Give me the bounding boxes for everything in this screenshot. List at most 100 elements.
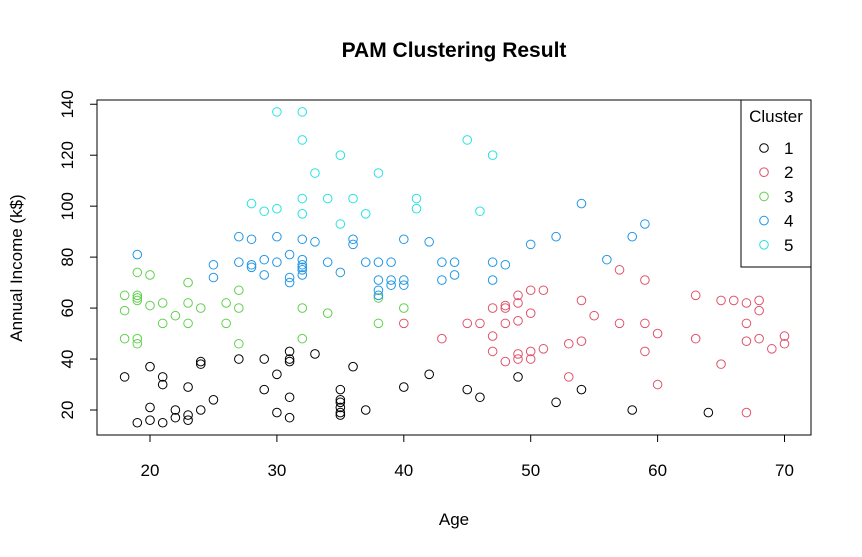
data-point — [335, 397, 346, 408]
data-point — [640, 318, 650, 329]
data-point — [576, 384, 587, 395]
data-point — [640, 219, 650, 229]
data-point — [437, 257, 447, 268]
data-point — [399, 382, 409, 392]
data-point — [234, 285, 244, 296]
data-point — [754, 295, 764, 306]
data-point — [614, 265, 625, 275]
data-point — [335, 384, 346, 395]
data-point — [373, 275, 384, 285]
data-point — [183, 318, 193, 329]
data-point — [297, 259, 308, 270]
data-point — [411, 193, 422, 204]
data-point — [157, 379, 168, 390]
data-point — [297, 193, 308, 204]
data-point — [475, 318, 485, 329]
x-axis-label: Age — [439, 510, 469, 529]
x-tick-label: 70 — [775, 461, 794, 480]
chart-title: PAM Clustering Result — [342, 39, 567, 62]
data-point — [246, 234, 257, 245]
data-point — [779, 338, 790, 349]
x-axis: 20 30 40 50 60 70 — [141, 434, 794, 480]
data-point — [411, 203, 422, 214]
data-point — [551, 397, 561, 408]
data-point — [259, 254, 270, 265]
data-point — [145, 300, 155, 311]
data-point — [437, 333, 447, 344]
legend-marker — [759, 143, 769, 153]
data-point — [234, 257, 244, 268]
data-point — [487, 275, 498, 285]
data-point — [259, 384, 270, 395]
data-point — [310, 237, 320, 247]
data-point — [640, 275, 650, 285]
data-point — [348, 193, 358, 204]
data-point — [284, 272, 295, 283]
data-point — [297, 265, 308, 275]
data-point — [297, 234, 308, 245]
data-point — [500, 259, 511, 270]
y-tick-label: 40 — [58, 350, 77, 369]
data-point — [157, 298, 168, 308]
data-point — [576, 198, 587, 209]
data-point — [360, 209, 371, 219]
data-point — [525, 354, 536, 364]
data-point — [399, 275, 409, 285]
data-point — [272, 369, 282, 380]
data-point — [284, 412, 295, 423]
data-point — [373, 293, 384, 303]
data-point — [563, 372, 574, 382]
data-point — [360, 257, 371, 268]
data-point — [538, 344, 549, 354]
data-point — [183, 415, 193, 425]
data-point — [234, 354, 244, 364]
data-point — [348, 239, 358, 250]
data-point — [589, 310, 599, 321]
data-point — [513, 316, 523, 326]
data-point — [195, 359, 206, 369]
data-point — [513, 372, 523, 382]
data-point — [297, 270, 308, 280]
data-point — [640, 346, 650, 357]
data-point — [221, 298, 231, 308]
data-point — [284, 392, 295, 403]
legend-label: 4 — [784, 212, 793, 231]
data-point — [741, 298, 752, 308]
series-5 — [246, 107, 498, 229]
data-point — [754, 333, 764, 344]
data-point — [119, 305, 130, 316]
data-point — [462, 384, 473, 395]
y-axis: 20 40 60 80 100 120 140 — [58, 90, 98, 420]
data-point — [399, 234, 409, 245]
data-point — [259, 206, 270, 217]
data-point — [449, 270, 460, 280]
data-point — [373, 168, 384, 178]
data-point — [513, 354, 523, 364]
data-point — [716, 295, 726, 306]
data-point — [234, 231, 244, 242]
data-point — [284, 277, 295, 288]
data-point — [386, 280, 396, 290]
data-point — [348, 361, 358, 372]
y-tick-label: 100 — [58, 192, 77, 220]
data-point — [525, 308, 536, 318]
data-point — [462, 135, 473, 145]
data-point — [652, 328, 663, 339]
data-point — [132, 333, 143, 344]
x-tick-label: 50 — [521, 461, 540, 480]
data-point — [500, 356, 511, 367]
y-tick-label: 120 — [58, 141, 77, 169]
data-point — [741, 336, 752, 347]
data-point — [272, 203, 282, 214]
data-point — [284, 346, 295, 357]
data-point — [373, 285, 384, 296]
y-tick-label: 20 — [58, 401, 77, 420]
data-point — [690, 333, 701, 344]
data-point — [399, 318, 409, 329]
legend-marker — [759, 191, 769, 202]
data-point — [284, 354, 295, 364]
data-point — [500, 300, 511, 311]
series-4 — [132, 198, 650, 301]
data-point — [157, 318, 168, 329]
